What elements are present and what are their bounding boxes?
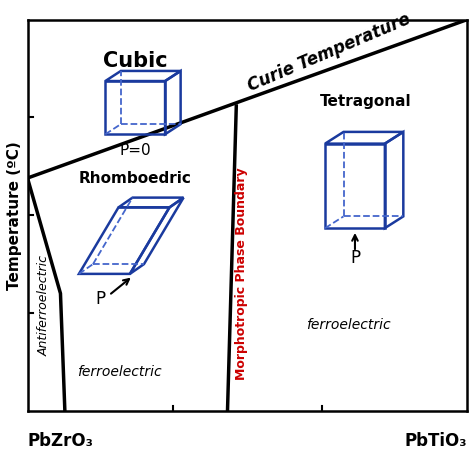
Text: P=0: P=0: [119, 143, 151, 158]
Text: PbZrO₃: PbZrO₃: [27, 432, 93, 450]
Y-axis label: Temperature (ºC): Temperature (ºC): [7, 141, 22, 289]
Text: Morphotropic Phase Boundary: Morphotropic Phase Boundary: [235, 167, 248, 380]
Text: Curie Temperature: Curie Temperature: [245, 10, 413, 96]
Text: Antiferroelectric: Antiferroelectric: [38, 255, 51, 356]
Text: P: P: [95, 290, 105, 308]
Text: PbTiO₃: PbTiO₃: [404, 432, 467, 450]
Text: Cubic: Cubic: [103, 51, 167, 71]
Text: Tetragonal: Tetragonal: [320, 94, 412, 109]
Text: Rhomboedric: Rhomboedric: [79, 171, 191, 186]
Text: ferroelectric: ferroelectric: [306, 318, 391, 332]
Text: P: P: [350, 249, 360, 267]
Text: ferroelectric: ferroelectric: [77, 364, 162, 379]
